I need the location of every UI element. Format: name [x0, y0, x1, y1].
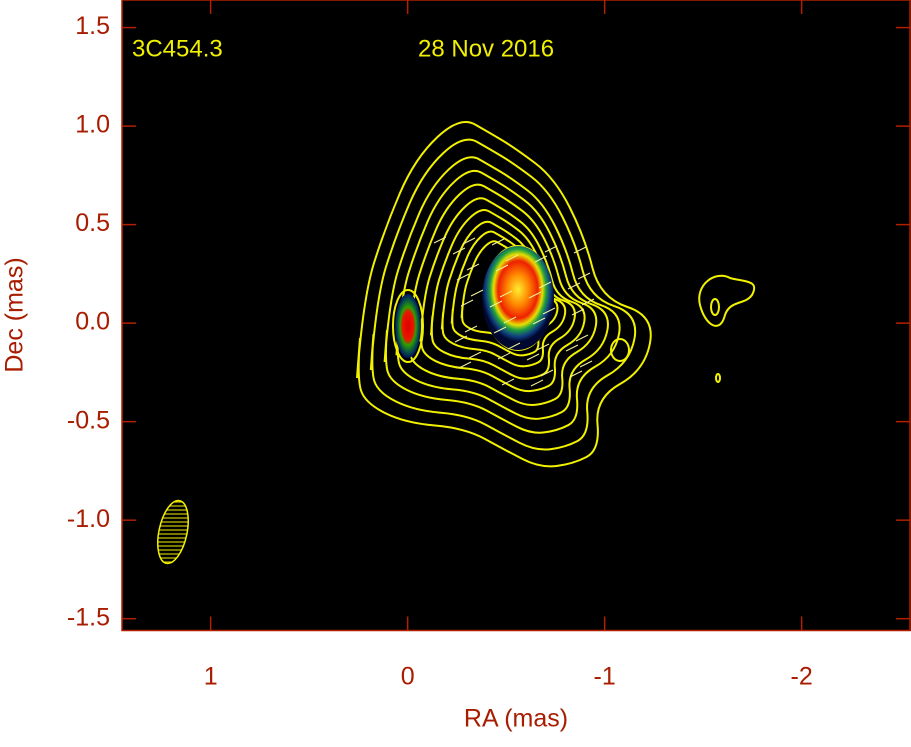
pol-tick: [569, 370, 583, 378]
contour: [383, 156, 621, 434]
pol-tick: [493, 326, 507, 334]
contour: [429, 209, 576, 380]
pol-tick: [501, 378, 515, 386]
y-axis-label: Dec (mas): [1, 257, 29, 372]
contour: [407, 183, 598, 406]
jet-knot: [482, 246, 554, 350]
pol-tick: [454, 335, 468, 343]
y-tick-label: 0.5: [75, 209, 110, 237]
pol-tick: [503, 316, 517, 324]
pol-tick: [462, 237, 476, 245]
pol-tick: [565, 344, 579, 352]
pol-tick: [542, 307, 556, 315]
polarization-ticks: [433, 236, 595, 387]
pol-tick: [577, 272, 591, 280]
contour: [392, 289, 424, 363]
y-tick-label: -1.0: [67, 505, 110, 533]
contour: [369, 138, 637, 451]
pol-tick: [499, 290, 513, 298]
core: [395, 294, 421, 358]
pol-tick: [538, 281, 552, 289]
pol-tick: [526, 353, 540, 361]
pol-tick: [489, 300, 503, 308]
y-tick-label: 1.0: [75, 111, 110, 139]
y-tick-label: -1.5: [67, 603, 110, 631]
pol-tick: [491, 238, 505, 246]
x-tick-label: -2: [791, 663, 813, 691]
pol-tick: [532, 317, 546, 325]
pol-tick: [579, 360, 593, 368]
pol-tick: [458, 361, 472, 369]
y-tick-label: -0.5: [67, 406, 110, 434]
contour: [450, 230, 559, 357]
x-tick-label: -1: [594, 663, 616, 691]
pol-tick: [470, 289, 484, 297]
pol-tick: [468, 351, 482, 359]
pol-tick: [497, 352, 511, 360]
pol-tick: [573, 246, 587, 254]
pol-tick: [534, 255, 548, 263]
pol-tick: [567, 282, 581, 290]
x-tick-label: 1: [204, 663, 218, 691]
pol-tick: [466, 263, 480, 271]
frame: [121, 0, 911, 632]
contour: [698, 275, 756, 327]
contour: [715, 373, 721, 383]
x-tick-label: 0: [401, 663, 415, 691]
contour: [440, 220, 567, 368]
pol-tick: [464, 325, 478, 333]
y-tick-label: 0.0: [75, 308, 110, 336]
pol-tick: [571, 308, 585, 316]
pol-tick: [507, 342, 521, 350]
contour: [419, 197, 586, 393]
contour: [610, 338, 630, 362]
pol-tick: [575, 334, 589, 342]
x-axis-label: RA (mas): [464, 705, 568, 733]
contour: [395, 169, 609, 420]
pol-tick: [581, 298, 595, 306]
pol-tick: [433, 236, 447, 244]
pol-tick: [544, 245, 558, 253]
pol-tick: [460, 299, 474, 307]
y-tick-label: 1.5: [75, 12, 110, 40]
contour: [710, 298, 720, 316]
pol-tick: [540, 369, 554, 377]
pol-tick: [452, 247, 466, 255]
pol-tick: [495, 264, 509, 272]
epoch: 28 Nov 2016: [418, 35, 554, 62]
pol-tick: [505, 254, 519, 262]
contour: [356, 121, 652, 468]
pol-tick: [536, 343, 550, 351]
pol-tick: [530, 379, 544, 387]
pol-tick: [528, 291, 542, 299]
pol-tick: [456, 273, 470, 281]
source-name: 3C454.3: [132, 35, 223, 62]
